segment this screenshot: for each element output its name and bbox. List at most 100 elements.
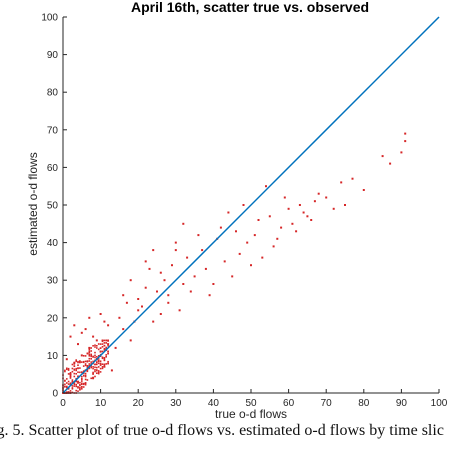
data-point <box>67 383 70 385</box>
data-point <box>84 382 87 385</box>
data-point <box>79 389 81 391</box>
data-point <box>82 382 85 385</box>
data-point <box>362 189 365 191</box>
data-point <box>73 369 76 371</box>
data-point <box>84 363 87 365</box>
data-point <box>159 271 162 274</box>
data-point <box>77 386 79 388</box>
axes: 0 10 20 30 40 50 60 70 80 90 100 0 10 20 30 40 50 60 70 80 9… <box>41 13 447 410</box>
chart-title: April 16th, scatter true vs. observed <box>131 0 369 15</box>
data-point <box>204 267 207 270</box>
data-point <box>118 316 121 319</box>
data-point <box>171 264 173 267</box>
data-point <box>75 359 77 361</box>
data-point <box>82 361 85 364</box>
data-point <box>283 196 286 199</box>
x-tick-label: 70 <box>321 398 333 409</box>
data-point <box>97 360 100 363</box>
data-point <box>107 350 109 353</box>
data-point <box>174 249 177 252</box>
data-point <box>97 371 100 374</box>
data-point <box>88 346 91 349</box>
data-point <box>67 380 70 383</box>
data-point <box>105 342 107 344</box>
data-point <box>351 177 354 180</box>
y-tick-label: 80 <box>47 88 59 99</box>
data-point <box>400 151 403 154</box>
x-tick-label: 90 <box>396 398 408 409</box>
data-point <box>73 375 76 378</box>
data-point <box>99 364 102 366</box>
data-point <box>90 354 92 357</box>
data-point <box>208 294 211 297</box>
data-point <box>107 352 109 355</box>
data-point <box>238 252 241 255</box>
data-point <box>389 162 392 165</box>
data-point <box>167 294 170 297</box>
data-point <box>122 294 125 297</box>
data-point <box>94 369 96 371</box>
data-point <box>99 360 102 362</box>
data-point <box>99 362 102 365</box>
y-tick-label: 20 <box>47 313 59 324</box>
data-point <box>64 369 66 372</box>
data-point <box>295 230 298 233</box>
data-point <box>257 219 260 221</box>
data-point <box>129 339 132 342</box>
data-point <box>193 275 196 278</box>
data-point <box>79 384 81 387</box>
data-point <box>340 181 343 184</box>
data-point <box>82 375 85 377</box>
data-point <box>71 391 74 394</box>
data-point <box>71 363 74 366</box>
data-point <box>75 389 77 392</box>
data-point <box>94 370 96 373</box>
data-point <box>79 361 81 363</box>
data-point <box>82 370 85 372</box>
data-point <box>92 355 94 358</box>
data-point <box>73 385 76 387</box>
data-point <box>96 345 98 347</box>
data-point <box>94 375 96 378</box>
data-point <box>344 204 346 206</box>
data-point <box>86 366 89 368</box>
data-point <box>96 372 98 374</box>
x-axis-label: true o-d flows <box>215 407 287 421</box>
data-point <box>81 380 83 382</box>
y-tick-label: 10 <box>47 351 59 362</box>
figure-caption: ig. 5. Scatter plot of true o-d flows vs… <box>0 420 474 449</box>
data-point <box>242 204 245 206</box>
data-point <box>189 290 192 293</box>
data-point <box>101 339 104 342</box>
data-point <box>212 283 215 285</box>
reference-line <box>62 16 440 394</box>
data-point <box>66 382 68 384</box>
data-point <box>75 380 77 383</box>
data-point <box>67 369 70 371</box>
data-point <box>67 373 70 375</box>
data-point <box>88 360 91 362</box>
data-point <box>81 361 83 363</box>
data-point <box>90 350 92 352</box>
x-tick-label: 0 <box>60 398 66 409</box>
data-point <box>71 367 74 370</box>
data-point <box>250 264 252 267</box>
data-point <box>110 369 113 372</box>
data-point <box>159 313 162 315</box>
data-point <box>280 226 283 229</box>
data-point <box>81 385 83 388</box>
data-point <box>227 211 230 214</box>
data-point <box>71 379 74 381</box>
data-point <box>69 374 72 377</box>
data-point <box>103 363 106 366</box>
data-point <box>84 372 87 375</box>
data-point <box>75 369 77 372</box>
data-point <box>75 373 77 375</box>
data-point <box>88 351 91 354</box>
data-point <box>69 335 72 338</box>
data-point <box>261 256 264 259</box>
data-point <box>313 200 316 203</box>
data-point <box>103 365 106 368</box>
data-point <box>75 377 77 380</box>
data-point <box>81 388 83 390</box>
